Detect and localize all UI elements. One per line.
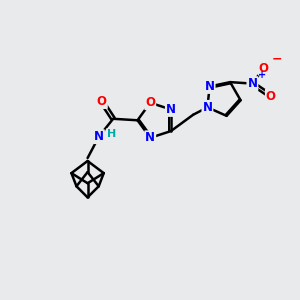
Text: O: O bbox=[259, 62, 269, 75]
Text: +: + bbox=[258, 70, 266, 80]
Text: N: N bbox=[94, 130, 104, 143]
Text: −: − bbox=[272, 52, 283, 65]
Text: O: O bbox=[97, 95, 107, 108]
Text: N: N bbox=[145, 131, 155, 144]
Text: N: N bbox=[248, 77, 257, 90]
Text: N: N bbox=[166, 103, 176, 116]
Text: O: O bbox=[145, 96, 155, 109]
Text: O: O bbox=[266, 90, 276, 103]
Text: H: H bbox=[107, 129, 116, 139]
Text: N: N bbox=[205, 80, 214, 93]
Text: N: N bbox=[202, 101, 212, 114]
